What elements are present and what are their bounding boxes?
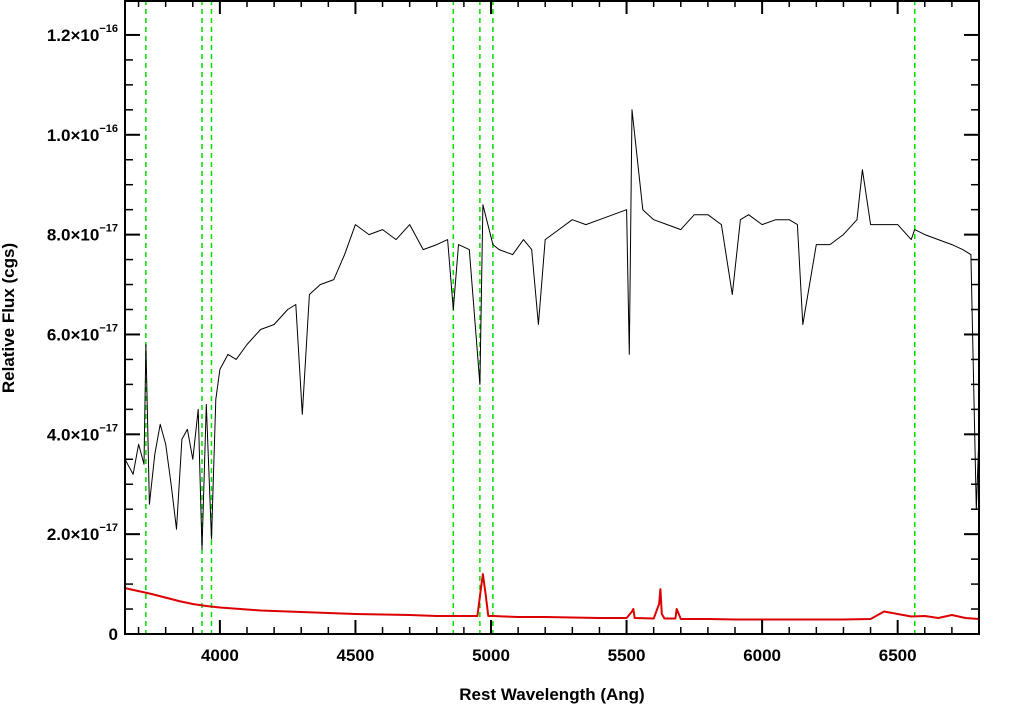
series-line-0 [124,109,980,550]
plot-border [124,0,980,635]
y-tick-label-1: 2.0×10−17 [47,522,118,544]
x-tick-label-2: 5000 [472,646,510,665]
y-tick-exponent-6: −16 [99,23,118,35]
series-line-1 [124,573,980,621]
x-axis-label: Rest Wavelength (Ang) [459,685,644,704]
spectrum-series [124,109,980,621]
y-tick-label-5: 1.0×10−16 [47,123,118,145]
plot-frame [124,0,980,635]
x-tick-label-4: 6000 [743,646,781,665]
y-tick-exponent-5: −16 [99,123,118,135]
y-axis-ticks: 0 2.0×10−17 4.0×10−17 6.0×10−17 8.0×10−17 1.0… [47,23,979,644]
y-tick-exponent-2: −17 [99,422,118,434]
x-tick-label-0: 4000 [201,646,239,665]
x-tick-label-3: 5500 [608,646,646,665]
y-tick-exponent-4: −17 [99,223,118,235]
y-tick-label-4: 8.0×10−17 [47,223,118,245]
y-tick-label-2: 4.0×10−17 [47,422,118,444]
emission-line-markers [145,0,916,634]
x-axis-ticks: 4000 4500 5000 5500 6000 6500 [137,0,980,665]
y-tick-exponent-1: −17 [99,522,118,534]
y-tick-label-0: 0 [109,625,118,644]
x-tick-label-5: 6500 [879,646,917,665]
y-tick-exponent-3: −17 [99,322,118,334]
y-tick-label-6: 1.2×10−16 [47,23,118,45]
y-axis-label: Relative Flux (cgs) [0,243,18,393]
y-tick-label-3: 6.0×10−17 [47,322,118,344]
x-tick-label-1: 4500 [337,646,375,665]
